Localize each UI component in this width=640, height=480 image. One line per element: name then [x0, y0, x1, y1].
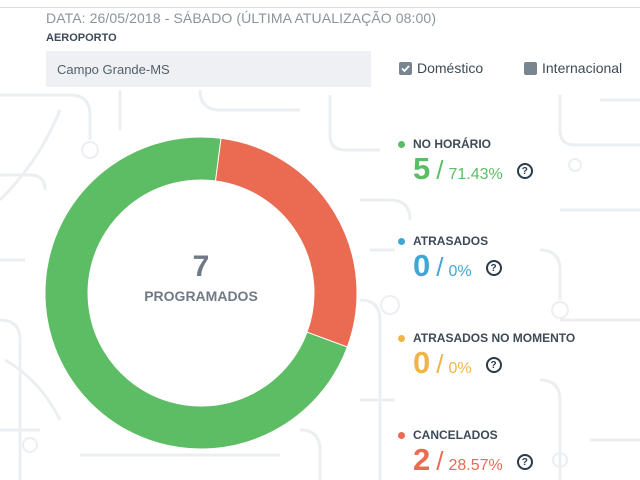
stat-separator: / — [436, 155, 444, 185]
status-dot-icon — [398, 140, 405, 148]
stat-on-time: NO HORÁRIO 5 / 71.43% ? — [398, 137, 533, 186]
donut-segment-no-hor-rio — [44, 136, 349, 450]
stat-cancelled: CANCELADOS 2 / 28.57% ? — [398, 428, 533, 477]
help-icon[interactable]: ? — [485, 260, 502, 276]
stat-percent: 0% — [448, 263, 472, 280]
stat-count: 5 — [413, 151, 431, 186]
donut-segment-cancelados — [214, 137, 358, 348]
date-update-line: DATA: 26/05/2018 - SÁBADO (ÚLTIMA ATUALI… — [46, 10, 437, 26]
stat-percent: 0% — [448, 360, 472, 377]
stat-label: ATRASADOS NO MOMENTO — [413, 331, 576, 345]
airport-select-value: Campo Grande-MS — [57, 61, 170, 77]
airport-label: AEROPORTO — [46, 32, 117, 44]
stat-count: 2 — [413, 442, 431, 477]
stat-delayed: ATRASADOS 0 / 0% ? — [398, 234, 502, 283]
stat-label: ATRASADOS — [413, 234, 489, 248]
scheduled-label: PROGRAMADOS — [144, 288, 258, 304]
stat-count: 0 — [413, 345, 431, 380]
domestic-checkbox[interactable]: Doméstico — [399, 60, 483, 76]
stat-separator: / — [436, 446, 444, 476]
checkbox-checked-icon — [399, 61, 412, 75]
stat-separator: / — [436, 252, 444, 282]
stat-percent: 71.43% — [448, 166, 503, 183]
status-dot-icon — [398, 237, 405, 245]
stat-label: CANCELADOS — [413, 428, 498, 442]
stat-delayed-now: ATRASADOS NO MOMENTO 0 / 0% ? — [398, 331, 575, 380]
checkbox-unchecked-icon — [524, 61, 537, 75]
help-icon[interactable]: ? — [516, 454, 533, 470]
status-dot-icon — [398, 334, 405, 342]
stat-label: NO HORÁRIO — [413, 137, 491, 151]
flights-donut-chart — [44, 136, 358, 450]
international-checkbox[interactable]: Internacional — [524, 60, 622, 76]
stat-separator: / — [436, 349, 444, 379]
domestic-label: Doméstico — [417, 60, 484, 76]
top-divider — [0, 7, 640, 8]
scheduled-total: 7 — [192, 250, 210, 283]
help-icon[interactable]: ? — [516, 163, 533, 179]
help-icon[interactable]: ? — [485, 357, 502, 373]
international-label: Internacional — [542, 60, 623, 76]
status-dot-icon — [398, 431, 405, 439]
airport-select[interactable]: Campo Grande-MS — [46, 51, 371, 87]
stat-count: 0 — [413, 248, 431, 283]
stat-percent: 28.57% — [448, 457, 503, 474]
